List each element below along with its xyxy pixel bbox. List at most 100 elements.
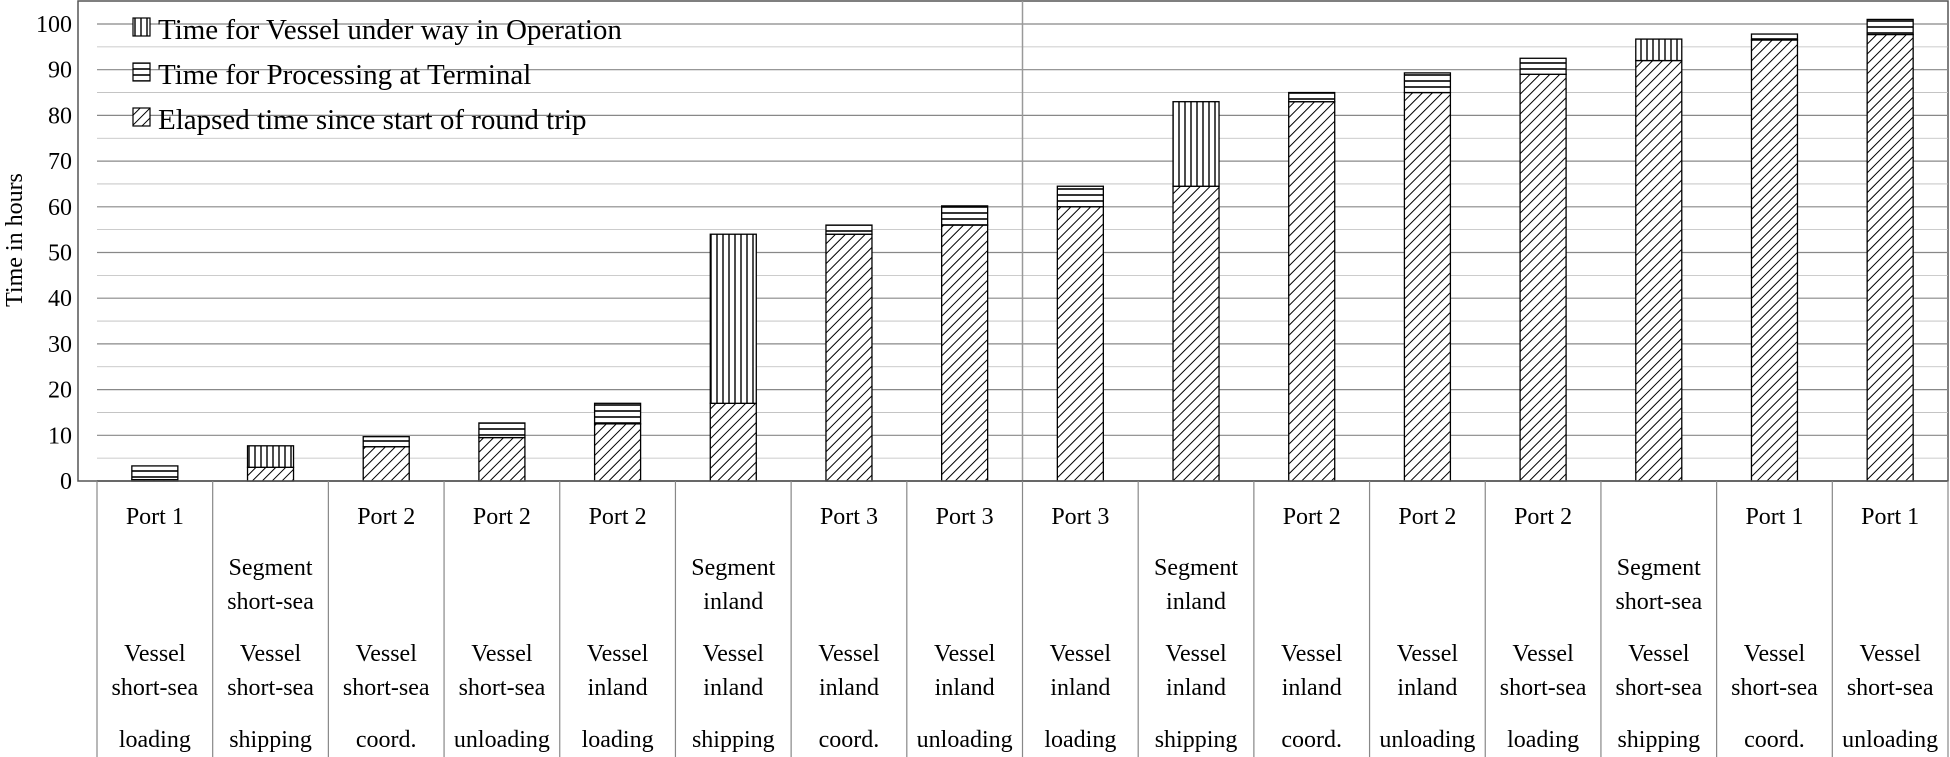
bar-segment-horizontal [362,436,410,448]
category-activity: unloading [1379,727,1475,753]
category-activity: coord. [1281,727,1342,753]
y-tick-label: 50 [48,241,72,267]
category-segment: Segment [229,555,313,581]
bar-segment-horizontal [941,205,989,226]
legend-label: Time for Vessel under way in Operation [158,14,622,46]
category-segment: Segment [691,555,775,581]
category-vessel: Vessel [240,641,302,667]
category-segment: inland [703,589,763,615]
y-tick-label: 30 [48,332,72,358]
category-vessel: short-sea [1615,675,1702,701]
category-vessel: short-sea [1731,675,1818,701]
bar-segment-vertical [1172,101,1220,187]
bar-series [97,18,1948,482]
category-activity: loading [119,727,191,753]
category-location: Port 2 [357,504,415,530]
category-vessel: Vessel [1628,641,1690,667]
category-vessel: inland [819,675,879,701]
bar-segment-horizontal [1056,185,1104,208]
category-vessel: Vessel [1281,641,1343,667]
legend-swatch-diagonal [132,107,151,127]
bar-segment-diagonal [1403,91,1452,482]
category-location: Port 1 [126,504,184,530]
category-vessel: Vessel [1859,641,1921,667]
category-vessel: inland [588,675,648,701]
bar-segment-horizontal [1288,91,1336,103]
category-segment: inland [1166,589,1226,615]
bar-segment-horizontal [1403,72,1452,94]
category-location: Port 1 [1861,504,1919,530]
category-vessel: Vessel [1050,641,1112,667]
category-vessel: inland [935,675,995,701]
bar-segment-horizontal [825,224,873,235]
category-activity: shipping [229,727,312,753]
category-table: Port 1 Vessel short-sea loading Segment short… [96,481,1949,757]
category-vessel: Vessel [934,641,996,667]
bar-segment-diagonal [1750,39,1799,482]
category-vessel: short-sea [343,675,430,701]
bar-segment-diagonal [1172,185,1220,482]
y-tick-label: 40 [48,286,72,312]
category-location: Port 2 [473,504,531,530]
category-location: Port 2 [589,504,647,530]
category-segment: short-sea [227,589,314,615]
category-activity: coord. [1744,727,1805,753]
category-vessel: Vessel [124,641,186,667]
y-tick-label: 60 [48,195,72,221]
y-tick-label: 90 [48,58,72,84]
category-activity: shipping [1617,727,1700,753]
category-activity: coord. [819,727,880,753]
category-vessel: Vessel [818,641,880,667]
category-vessel: short-sea [1500,675,1587,701]
category-activity: loading [582,727,654,753]
category-vessel: Vessel [1165,641,1227,667]
category-location: Port 2 [1398,504,1456,530]
category-segment: Segment [1617,555,1701,581]
category-vessel: Vessel [1512,641,1574,667]
category-activity: shipping [692,727,775,753]
y-tick-label: 70 [48,149,72,175]
category-location: Port 1 [1745,504,1803,530]
bar-segment-vertical [246,445,295,468]
category-vessel: Vessel [1744,641,1806,667]
bar-segment-diagonal [1056,206,1104,482]
bar-segment-diagonal [246,466,295,482]
legend-label: Time for Processing at Terminal [158,59,531,91]
y-tick-label: 10 [48,423,72,449]
category-vessel: Vessel [356,641,418,667]
category-location: Port 3 [1051,504,1109,530]
bar-segment-diagonal [825,233,873,482]
category-vessel: short-sea [459,675,546,701]
bar-segment-diagonal [709,402,757,482]
category-vessel: Vessel [703,641,765,667]
category-vessel: Vessel [471,641,533,667]
legend: Time for Vessel under way in Operation Ti… [132,14,622,136]
y-tick-label: 20 [48,378,72,404]
bar-segment-diagonal [593,423,642,482]
bar-segment-horizontal [1750,33,1799,41]
category-activity: loading [1044,727,1116,753]
category-vessel: inland [1282,675,1342,701]
bar-segment-diagonal [478,436,526,482]
category-location: Port 3 [820,504,878,530]
bar-segment-diagonal [941,224,989,482]
bar-segment-diagonal [1635,59,1683,482]
bar-segment-horizontal [131,465,179,481]
bar-segment-diagonal [1519,73,1567,482]
category-vessel: short-sea [227,675,314,701]
legend-swatch-horizontal [132,62,151,82]
category-vessel: inland [1166,675,1226,701]
y-tick-label: 80 [48,103,72,129]
bar-segment-diagonal [1866,33,1914,482]
category-vessel: inland [1050,675,1110,701]
category-vessel: inland [703,675,763,701]
bar-segment-diagonal [1288,101,1336,482]
category-activity: unloading [917,727,1013,753]
category-location: Port 2 [1514,504,1572,530]
category-segment: short-sea [1615,589,1702,615]
category-vessel: Vessel [1397,641,1459,667]
category-vessel: inland [1397,675,1457,701]
bar-segment-horizontal [1519,57,1567,75]
category-activity: shipping [1155,727,1238,753]
